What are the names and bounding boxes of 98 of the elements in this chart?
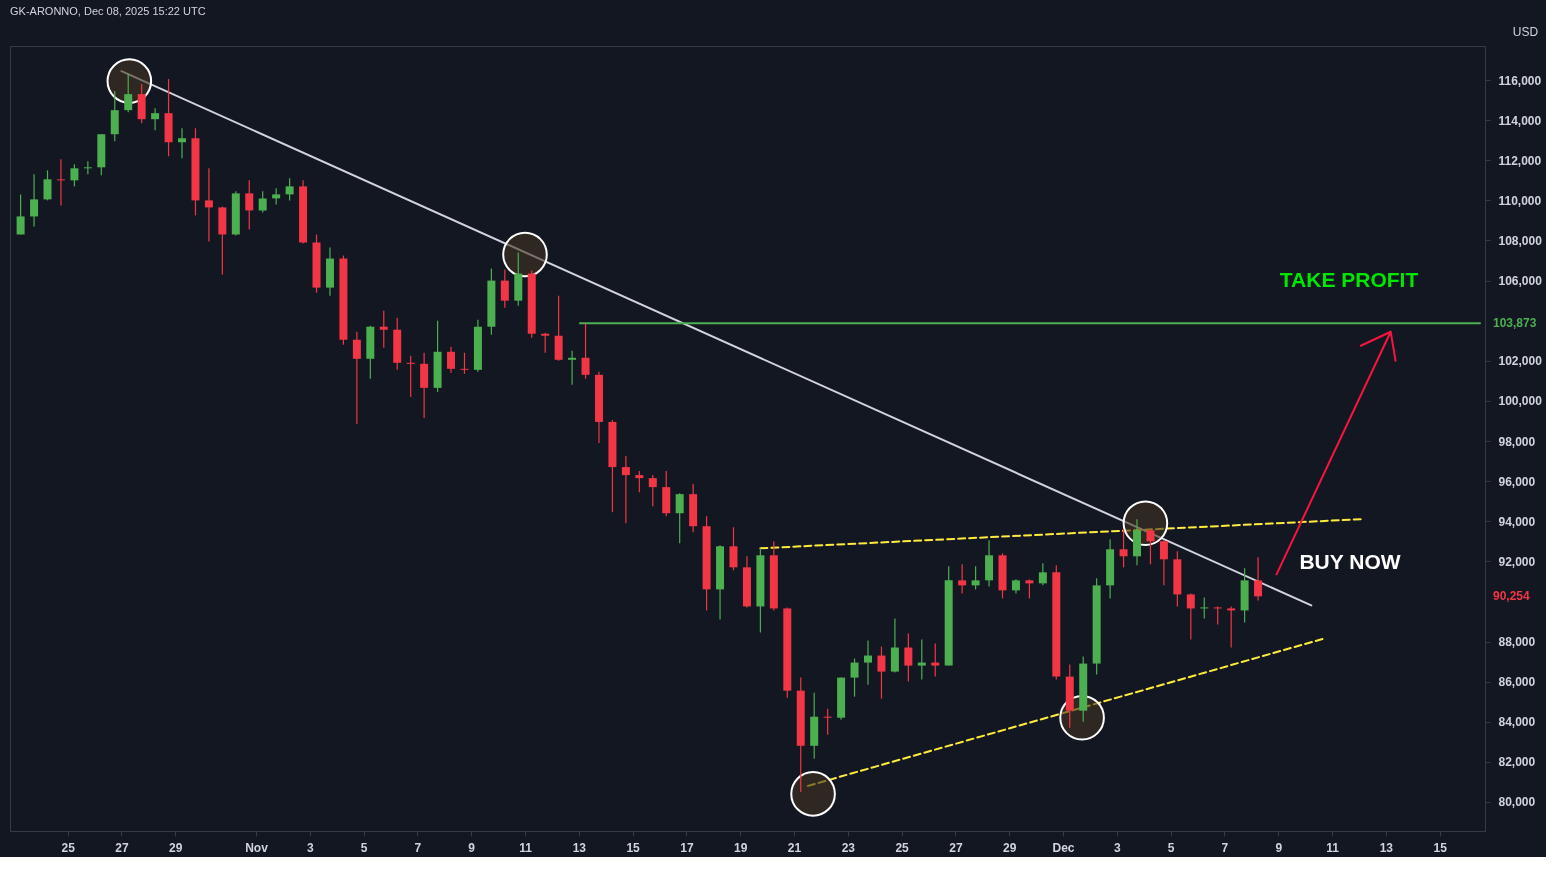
y-tick-label: 106,000 [1498, 274, 1543, 289]
candlestick [1159, 539, 1168, 586]
candlestick [864, 639, 872, 686]
chart-title: GK-ARONNO, Dec 08, 2025 15:22 UTC [10, 5, 206, 17]
candlestick [56, 158, 65, 207]
candlestick [204, 167, 213, 243]
x-tick-label: 9 [468, 840, 476, 855]
y-tick-label: 114,000 [1498, 113, 1542, 128]
candlestick [16, 193, 25, 236]
x-tick-label: 5 [360, 840, 368, 855]
candlestick [729, 526, 738, 571]
point [502, 231, 548, 278]
candlestick [541, 332, 550, 354]
candlestick [83, 160, 92, 175]
candlestick [621, 455, 630, 524]
candlestick [124, 73, 133, 113]
y-tick-label: 108,000 [1498, 234, 1543, 248]
point [106, 58, 153, 104]
y-tick-label: 110,000 [1498, 193, 1542, 208]
candlestick [1186, 592, 1195, 641]
candlestick [151, 107, 160, 131]
candlestick [648, 474, 657, 507]
candlestick [43, 169, 52, 201]
x-tick-label: 13 [572, 840, 587, 855]
candlestick [581, 323, 590, 380]
candlestick [904, 632, 913, 683]
x-tick-label: 29 [169, 840, 183, 855]
candlestick [460, 352, 469, 375]
annotation: TAKE PROFIT [1279, 268, 1419, 291]
candlestick [406, 355, 415, 398]
candlestick [1025, 578, 1034, 600]
x-tick-label: 11 [519, 840, 533, 855]
y-tick-label: 82,000 [1498, 755, 1536, 770]
y-tick-label: 84,000 [1498, 715, 1536, 730]
candlestick [635, 470, 644, 493]
x-tick-label: 15 [1433, 840, 1448, 855]
x-tick-label: 21 [787, 840, 802, 855]
y-tick-label: 96,000 [1498, 474, 1536, 489]
x-tick-label: 11 [1326, 840, 1340, 855]
y-tick-label: 92,000 [1498, 554, 1536, 569]
candlestick [917, 638, 926, 681]
y-tick-label: 80,000 [1498, 795, 1536, 810]
x-tick-label: 27 [115, 840, 129, 855]
y-tick-label: 100,000 [1498, 394, 1543, 409]
x-tick-label: 19 [734, 840, 748, 855]
x-tick-label: 15 [626, 840, 641, 855]
text: 103,873 [1493, 316, 1537, 330]
x-tick-label: 3 [1113, 840, 1121, 855]
y-tick-label: 88,000 [1498, 635, 1536, 650]
candlestick [1119, 528, 1128, 568]
candlestick [877, 645, 886, 700]
x-tick-label: 3 [306, 840, 314, 855]
candlestick [1146, 528, 1155, 565]
x-tick-label: 9 [1275, 840, 1283, 855]
x-tick-label: 23 [841, 840, 856, 855]
candlestick [500, 268, 509, 309]
x-tick-label: 5 [1167, 840, 1175, 855]
y-tick-label: 94,000 [1498, 514, 1536, 529]
x-tick-label: 27 [949, 840, 963, 855]
candlestick [1227, 605, 1236, 649]
x-tick-label: 25 [895, 840, 910, 855]
y-tick-label: 112,000 [1498, 153, 1542, 168]
candlestick [258, 190, 267, 214]
candlestick [245, 179, 254, 231]
candlestick [352, 331, 361, 425]
point [790, 771, 836, 817]
candlestick [1200, 596, 1209, 620]
x-tick-label: Nov [245, 840, 269, 855]
candlestick [1213, 605, 1222, 626]
candlestick [70, 163, 79, 187]
candlestick [178, 127, 187, 159]
candlestick [379, 310, 388, 349]
candlestick [1038, 562, 1047, 586]
candlestick [285, 177, 294, 201]
candlestick [675, 492, 684, 544]
candlestick [30, 173, 39, 228]
candlestick [958, 563, 967, 594]
x-tick-label: 25 [61, 840, 76, 855]
annotation: BUY NOW [1299, 550, 1401, 573]
candlestick [931, 642, 940, 678]
x-tick-label: 13 [1379, 840, 1394, 855]
text: 90,254 [1493, 589, 1531, 603]
x-tick-label: 29 [1003, 840, 1017, 855]
y-axis-title: USD [1512, 24, 1539, 39]
candlestick [447, 346, 456, 374]
candlestick [1254, 556, 1263, 602]
x-tick-label: 7 [1221, 840, 1229, 855]
candlestick [823, 708, 832, 736]
x-tick-label: 7 [414, 840, 422, 855]
y-tick-label: 116,000 [1498, 73, 1542, 88]
y-tick-label: 86,000 [1498, 675, 1536, 690]
candlestick [568, 350, 577, 386]
y-tick-label: 102,000 [1498, 354, 1543, 369]
x-tick-label: Dec [1052, 840, 1075, 855]
y-tick-label: 98,000 [1498, 434, 1536, 449]
candlestick [971, 565, 980, 590]
x-tick-label: 17 [680, 840, 694, 855]
candlestick [850, 657, 859, 698]
